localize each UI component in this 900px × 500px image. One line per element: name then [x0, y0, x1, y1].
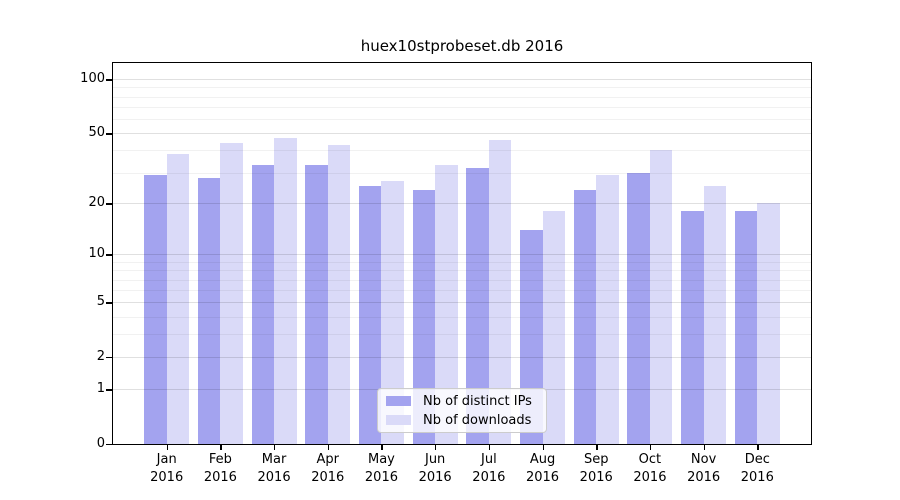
x-tick-mark-mar [274, 444, 276, 450]
gridline-major-5 [113, 302, 811, 304]
bar-distinct-ips-nov [681, 211, 704, 444]
bar-downloads-oct [649, 150, 673, 444]
bar-downloads-may [381, 180, 404, 444]
bar-distinct-ips-jun [412, 189, 436, 444]
x-tick-label-aug: Aug 2016 [525, 452, 560, 485]
x-tick-label-dec: Dec 2016 [740, 452, 774, 485]
bar-downloads-dec [757, 203, 780, 444]
y-tick-mark-20 [106, 203, 113, 205]
x-tick-mark-jan [166, 444, 168, 450]
y-tick-label-100: 100 [80, 71, 105, 87]
legend-label-distinct-ips: Nb of distinct IPs [423, 393, 532, 409]
bar-downloads-feb [220, 143, 243, 444]
bar-distinct-ips-sep [573, 189, 597, 444]
bar-downloads-aug [542, 211, 566, 444]
x-tick-label-feb: Feb 2016 [203, 452, 237, 485]
y-tick-label-2: 2 [96, 349, 105, 365]
gridline-minor-40 [113, 150, 811, 152]
gridline-minor-90 [113, 87, 811, 89]
x-tick-mark-oct [649, 444, 652, 450]
bar-distinct-ips-oct [627, 172, 650, 444]
bar-distinct-ips-jul [466, 167, 489, 444]
y-tick-mark-0 [106, 444, 113, 446]
legend-swatch-distinct-ips [386, 396, 411, 406]
gridline-minor-70 [113, 107, 811, 109]
gridline-minor-6 [113, 290, 811, 292]
chart-title: huex10stprobeset.db 2016 [360, 37, 564, 55]
x-tick-mark-jun [435, 444, 437, 450]
bar-downloads-mar [274, 138, 297, 444]
bar-distinct-ips-mar [251, 165, 275, 444]
bar-downloads-jan [166, 154, 190, 444]
y-tick-mark-2 [106, 357, 113, 359]
gridline-major-100 [113, 79, 811, 81]
y-tick-label-10: 10 [88, 246, 105, 262]
y-tick-mark-100 [106, 79, 113, 81]
legend-swatch-downloads [386, 415, 411, 425]
y-tick-label-5: 5 [96, 294, 105, 310]
y-tick-label-1: 1 [96, 381, 105, 397]
x-tick-label-apr: Apr 2016 [311, 452, 345, 485]
x-tick-label-sep: Sep 2016 [579, 452, 613, 485]
x-tick-mark-aug [542, 444, 544, 450]
gridline-major-50 [113, 133, 811, 135]
y-tick-mark-1 [106, 389, 113, 391]
x-tick-mark-feb [220, 444, 222, 450]
plot-area [112, 62, 812, 445]
y-tick-mark-5 [106, 302, 113, 304]
x-tick-label-mar: Mar 2016 [257, 452, 291, 485]
x-tick-mark-apr [327, 444, 330, 450]
x-tick-mark-dec [757, 444, 759, 450]
x-tick-label-may: May 2016 [364, 452, 398, 485]
x-tick-mark-may [381, 444, 383, 450]
x-tick-label-jul: Jul 2016 [472, 452, 506, 485]
bar-downloads-jul [488, 139, 512, 444]
legend: Nb of distinct IPs Nb of downloads [377, 388, 547, 433]
bar-distinct-ips-may [358, 186, 382, 444]
bar-distinct-ips-apr [305, 165, 328, 444]
y-tick-label-0: 0 [96, 436, 105, 451]
legend-label-downloads: Nb of downloads [423, 412, 532, 428]
x-tick-mark-jul [488, 444, 491, 450]
gridline-minor-60 [113, 119, 811, 121]
gridline-major-2 [113, 357, 811, 359]
x-tick-label-jan: Jan 2016 [150, 452, 184, 485]
gridline-major-20 [113, 203, 811, 205]
x-tick-mark-sep [596, 444, 598, 450]
bar-downloads-apr [327, 144, 351, 444]
legend-item-downloads: Nb of downloads [386, 411, 538, 430]
bar-downloads-sep [596, 175, 619, 444]
y-tick-mark-50 [106, 133, 113, 135]
gridline-minor-8 [113, 270, 811, 272]
bar-distinct-ips-dec [734, 211, 758, 444]
gridline-minor-3 [113, 334, 811, 336]
gridline-minor-30 [113, 172, 811, 174]
gridline-minor-7 [113, 279, 811, 281]
bar-distinct-ips-feb [197, 177, 221, 444]
y-tick-label-50: 50 [88, 125, 105, 141]
y-tick-label-20: 20 [88, 195, 105, 211]
x-tick-mark-nov [703, 444, 705, 450]
x-tick-label-oct: Oct 2016 [633, 452, 667, 485]
bar-downloads-jun [435, 165, 458, 444]
x-tick-label-nov: Nov 2016 [687, 452, 721, 485]
x-tick-label-jun: Jun 2016 [418, 452, 452, 485]
gridline-major-10 [113, 254, 811, 256]
gridline-minor-9 [113, 262, 811, 263]
bar-downloads-nov [703, 186, 727, 444]
gridline-minor-80 [113, 96, 811, 98]
gridline-minor-4 [113, 316, 811, 318]
y-tick-mark-10 [106, 254, 113, 256]
legend-item-distinct-ips: Nb of distinct IPs [386, 392, 538, 411]
bar-distinct-ips-jan [144, 175, 167, 444]
